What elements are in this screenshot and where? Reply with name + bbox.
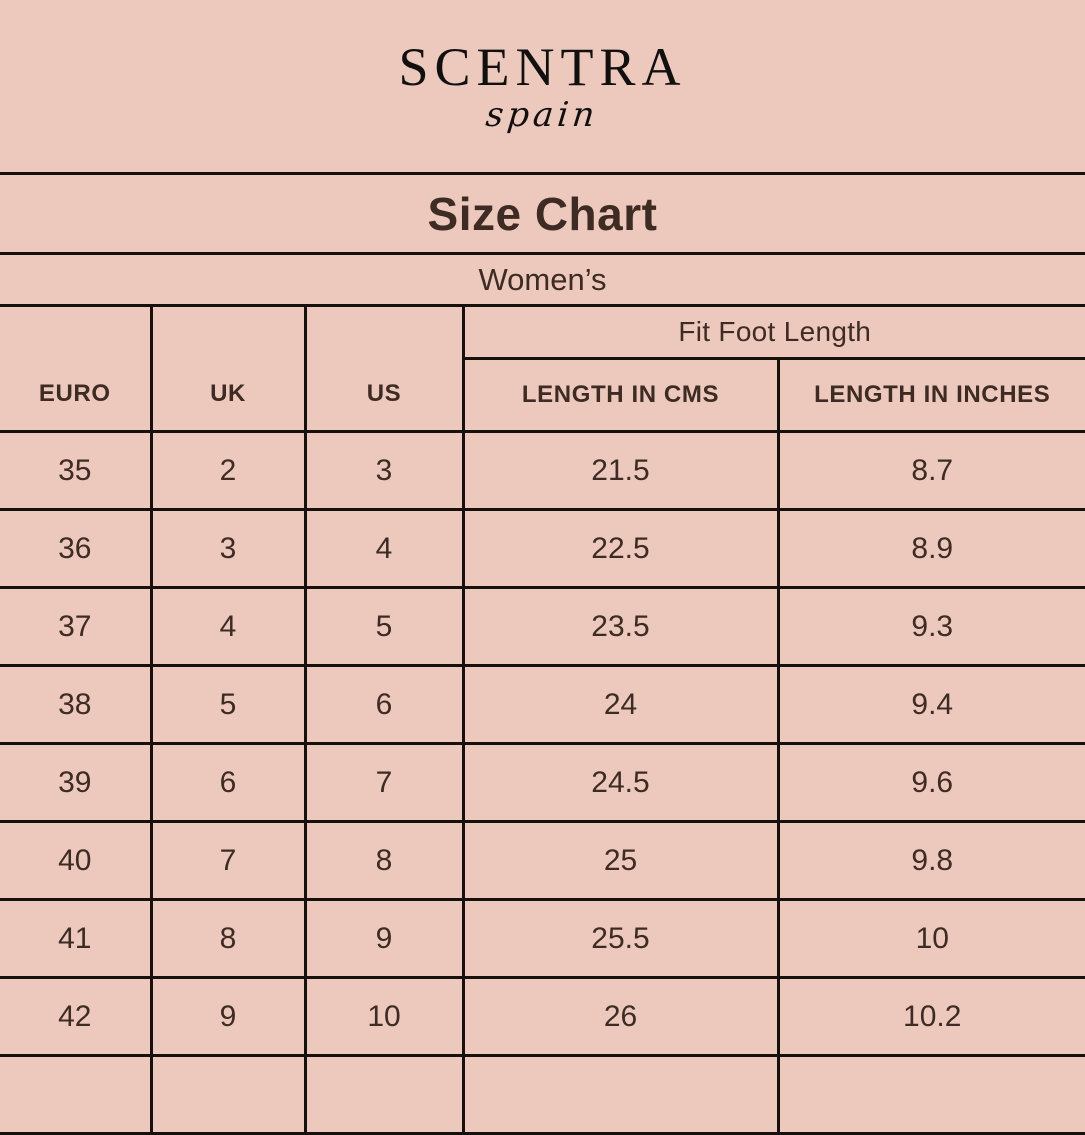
cell-uk: 7 xyxy=(151,821,307,901)
cell-length-inches: 10 xyxy=(778,899,1085,979)
cell-length-cms: 24.5 xyxy=(463,743,780,823)
cell-us: 7 xyxy=(305,743,465,823)
group-spacer-uk xyxy=(151,307,307,359)
cell-length-cms: 21.5 xyxy=(463,431,780,511)
cell-length-inches: 9.4 xyxy=(778,665,1085,745)
page-subtitle: Women’s xyxy=(478,261,607,297)
cell-length-cms: 25.5 xyxy=(463,899,780,979)
table-row: 42 9 10 26 10.2 xyxy=(0,977,1085,1057)
cell-euro: 37 xyxy=(0,587,153,667)
column-header-euro: EURO xyxy=(0,358,153,433)
cell-us: 9 xyxy=(305,899,465,979)
cell-length-cms: 25 xyxy=(463,821,780,901)
cell-euro: 35 xyxy=(0,431,153,511)
cell-us: 4 xyxy=(305,509,465,589)
brand-header: SCENTRA spain xyxy=(0,0,1085,175)
cell-uk: 5 xyxy=(151,665,307,745)
cell-uk: 8 xyxy=(151,899,307,979)
brand-tagline: spain xyxy=(484,95,601,135)
cell-euro: 41 xyxy=(0,899,153,979)
cell-length-cms: 24 xyxy=(463,665,780,745)
cell-uk: 9 xyxy=(151,977,307,1057)
page-title: Size Chart xyxy=(427,187,658,240)
cell-length-inches: 9.6 xyxy=(778,743,1085,823)
cell-us: 3 xyxy=(305,431,465,511)
cell-uk: 6 xyxy=(151,743,307,823)
cell-length-inches: 10.2 xyxy=(778,977,1085,1057)
cell-us xyxy=(305,1055,465,1135)
cell-euro: 38 xyxy=(0,665,153,745)
table-row: 36 3 4 22.5 8.9 xyxy=(0,509,1085,589)
column-header-length-cms: LENGTH IN CMS xyxy=(463,358,780,433)
page-title-band: Size Chart xyxy=(0,175,1085,255)
cell-uk: 4 xyxy=(151,587,307,667)
table-header-row: EURO UK US LENGTH IN CMS LENGTH IN INCHE… xyxy=(0,358,1085,433)
cell-uk: 2 xyxy=(151,431,307,511)
cell-euro: 39 xyxy=(0,743,153,823)
cell-length-inches: 9.8 xyxy=(778,821,1085,901)
table-row: 40 7 8 25 9.8 xyxy=(0,821,1085,901)
cell-length-inches xyxy=(778,1055,1085,1135)
cell-us: 6 xyxy=(305,665,465,745)
table-row: 38 5 6 24 9.4 xyxy=(0,665,1085,745)
cell-uk: 3 xyxy=(151,509,307,589)
table-row: 35 2 3 21.5 8.7 xyxy=(0,431,1085,511)
cell-length-cms xyxy=(463,1055,780,1135)
size-table: Fit Foot Length EURO UK US LENGTH IN CMS… xyxy=(0,307,1085,1135)
group-spacer-us xyxy=(305,307,465,359)
cell-us: 8 xyxy=(305,821,465,901)
cell-euro: 36 xyxy=(0,509,153,589)
cell-us: 5 xyxy=(305,587,465,667)
cell-euro xyxy=(0,1055,153,1135)
column-header-uk: UK xyxy=(151,358,307,433)
column-header-length-inches: LENGTH IN INCHES xyxy=(778,358,1085,433)
table-row: 41 8 9 25.5 10 xyxy=(0,899,1085,979)
table-row: 37 4 5 23.5 9.3 xyxy=(0,587,1085,667)
column-header-us: US xyxy=(305,358,465,433)
cell-us: 10 xyxy=(305,977,465,1057)
table-row-empty xyxy=(0,1055,1085,1135)
cell-uk xyxy=(151,1055,307,1135)
group-header-fit-foot-length: Fit Foot Length xyxy=(463,307,1085,360)
table-row: 39 6 7 24.5 9.6 xyxy=(0,743,1085,823)
cell-length-cms: 26 xyxy=(463,977,780,1057)
cell-length-inches: 8.7 xyxy=(778,431,1085,511)
cell-length-cms: 22.5 xyxy=(463,509,780,589)
table-group-header-row: Fit Foot Length xyxy=(0,307,1085,360)
cell-euro: 42 xyxy=(0,977,153,1057)
cell-length-inches: 8.9 xyxy=(778,509,1085,589)
cell-length-inches: 9.3 xyxy=(778,587,1085,667)
cell-euro: 40 xyxy=(0,821,153,901)
page-subtitle-band: Women’s xyxy=(0,255,1085,307)
brand-name: SCENTRA xyxy=(398,37,687,97)
group-spacer-euro xyxy=(0,307,153,359)
cell-length-cms: 23.5 xyxy=(463,587,780,667)
